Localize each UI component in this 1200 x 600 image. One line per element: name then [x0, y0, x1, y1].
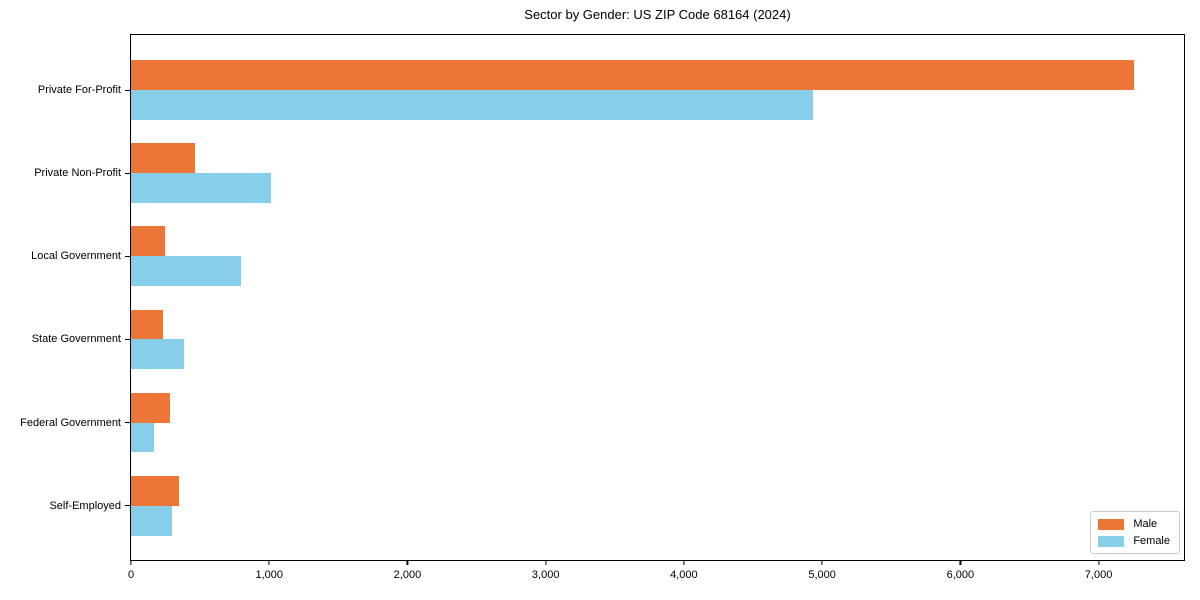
x-tick-label: 0 [127, 569, 135, 581]
bar-female-6 [131, 505, 173, 536]
bar-female-4 [131, 339, 184, 370]
bar-male-2 [131, 143, 196, 174]
x-tick-label: 6,000 [946, 569, 975, 581]
y-tick-mark [125, 505, 130, 507]
x-tick-label: 1,000 [255, 569, 283, 581]
bar-female-2 [131, 173, 272, 204]
x-tick-label: 4,000 [670, 569, 698, 581]
y-tick-mark [125, 338, 130, 341]
bar-male-3 [131, 226, 165, 257]
bar-female-5 [131, 422, 155, 453]
y-category-label: Federal Government [20, 416, 121, 429]
bar-male-5 [131, 392, 171, 423]
y-category-label: Private Non-Profit [34, 167, 121, 180]
bar-male-1 [131, 60, 1134, 91]
x-tick-mark [130, 560, 132, 565]
x-tick-mark [1097, 560, 1100, 565]
legend-entry-female: Female [1098, 535, 1170, 547]
y-category-label: Private For-Profit [37, 84, 121, 97]
legend-swatch-female [1098, 535, 1125, 547]
chart-title: Sector by Gender: US ZIP Code 68164 (202… [524, 7, 791, 22]
y-tick-mark [125, 172, 130, 174]
x-tick-mark [959, 560, 961, 565]
x-tick-mark [683, 560, 685, 565]
y-tick-mark [125, 421, 130, 424]
legend-entry-male: Male [1098, 518, 1170, 530]
x-tick-mark [268, 560, 270, 565]
y-category-label: Local Government [31, 250, 121, 263]
x-tick-mark [406, 560, 409, 565]
y-category-label: State Government [31, 333, 121, 346]
x-tick-label: 7,000 [1084, 569, 1113, 581]
bar-female-1 [131, 90, 814, 120]
y-tick-mark [125, 89, 130, 91]
bar-male-4 [131, 309, 163, 340]
x-tick-mark [545, 560, 547, 565]
y-tick-mark [125, 255, 130, 257]
legend-swatch-male [1098, 518, 1125, 530]
x-tick-mark [821, 560, 823, 565]
x-tick-label: 5,000 [808, 569, 836, 581]
x-tick-label: 3,000 [531, 569, 560, 581]
legend-label-female: Female [1133, 535, 1170, 547]
bar-male-6 [131, 475, 180, 506]
plot-area: Male Female Private For-Profit Private No… [20, 34, 1185, 581]
x-tick-label: 2,000 [393, 569, 422, 581]
y-category-label: Self-Employed [49, 499, 121, 512]
legend-label-male: Male [1133, 518, 1158, 530]
bar-female-3 [131, 256, 241, 287]
legend: Male Female [1090, 511, 1180, 554]
